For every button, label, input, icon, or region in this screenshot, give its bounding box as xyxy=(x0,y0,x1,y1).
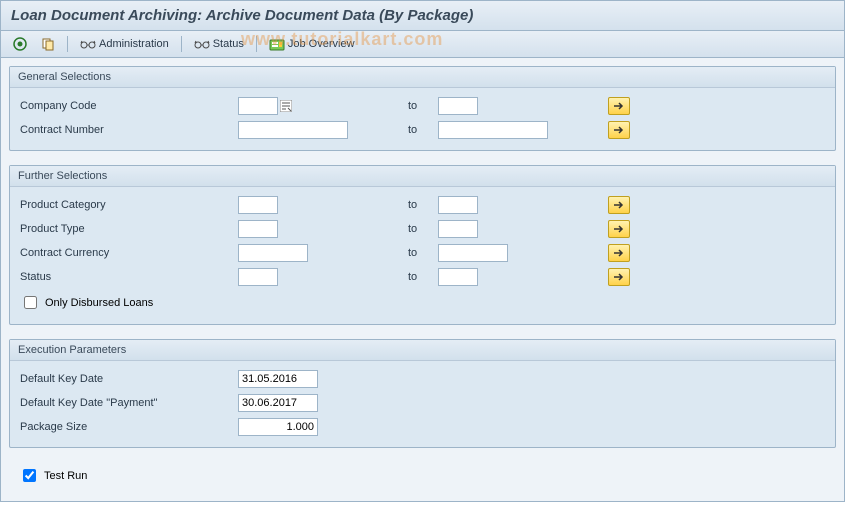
further-selections-title: Further Selections xyxy=(10,166,835,187)
toolbar-separator xyxy=(181,36,182,52)
package-size-row: Package Size xyxy=(18,415,827,439)
product-type-from-input[interactable] xyxy=(238,220,278,238)
toolbar-separator xyxy=(67,36,68,52)
status-label: Status xyxy=(18,271,238,283)
execution-parameters-title: Execution Parameters xyxy=(10,340,835,361)
test-run-row: Test Run xyxy=(9,462,836,493)
administration-label: Administration xyxy=(99,38,169,50)
arrow-right-icon xyxy=(613,272,625,282)
company-code-multi-button[interactable] xyxy=(608,97,630,115)
default-key-date-input[interactable] xyxy=(238,370,318,388)
to-label: to xyxy=(378,223,438,235)
test-run-label: Test Run xyxy=(44,470,87,482)
to-label: to xyxy=(378,124,438,136)
status-row: Status to xyxy=(18,265,827,289)
contract-number-to-input[interactable] xyxy=(438,121,548,139)
default-key-date-payment-row: Default Key Date "Payment" xyxy=(18,391,827,415)
body-area: General Selections Company Code to xyxy=(1,58,844,501)
title-bar: Loan Document Archiving: Archive Documen… xyxy=(1,1,844,31)
product-type-to-input[interactable] xyxy=(438,220,478,238)
arrow-right-icon xyxy=(613,125,625,135)
product-category-label: Product Category xyxy=(18,199,238,211)
contract-currency-to-input[interactable] xyxy=(438,244,508,262)
status-from-input[interactable] xyxy=(238,268,278,286)
company-code-label: Company Code xyxy=(18,100,238,112)
contract-number-from-input[interactable] xyxy=(238,121,348,139)
arrow-right-icon xyxy=(613,224,625,234)
f4-help-icon[interactable] xyxy=(280,100,292,112)
product-category-row: Product Category to xyxy=(18,193,827,217)
status-button[interactable]: Status xyxy=(190,36,248,52)
to-label: to xyxy=(378,271,438,283)
contract-currency-from-input[interactable] xyxy=(238,244,308,262)
default-key-date-payment-input[interactable] xyxy=(238,394,318,412)
contract-currency-multi-button[interactable] xyxy=(608,244,630,262)
to-label: to xyxy=(378,100,438,112)
app-window: Loan Document Archiving: Archive Documen… xyxy=(0,0,845,502)
product-category-multi-button[interactable] xyxy=(608,196,630,214)
job-overview-label: Job Overview xyxy=(288,38,355,50)
status-multi-button[interactable] xyxy=(608,268,630,286)
job-overview-button[interactable]: Job Overview xyxy=(265,35,359,53)
execution-parameters-group: Execution Parameters Default Key Date De… xyxy=(9,339,836,448)
package-size-input[interactable] xyxy=(238,418,318,436)
company-code-to-input[interactable] xyxy=(438,97,478,115)
contract-number-row: Contract Number to xyxy=(18,118,827,142)
exec-icon xyxy=(13,37,27,51)
contract-number-label: Contract Number xyxy=(18,124,238,136)
product-category-from-input[interactable] xyxy=(238,196,278,214)
company-code-row: Company Code to xyxy=(18,94,827,118)
package-size-label: Package Size xyxy=(18,421,238,433)
status-label: Status xyxy=(213,38,244,50)
glasses-icon xyxy=(194,38,210,50)
only-disbursed-checkbox[interactable] xyxy=(24,296,37,309)
product-category-to-input[interactable] xyxy=(438,196,478,214)
glasses-icon xyxy=(80,38,96,50)
default-key-date-row: Default Key Date xyxy=(18,367,827,391)
company-code-from-input[interactable] xyxy=(238,97,278,115)
to-label: to xyxy=(378,199,438,211)
contract-currency-label: Contract Currency xyxy=(18,247,238,259)
status-to-input[interactable] xyxy=(438,268,478,286)
to-label: to xyxy=(378,247,438,259)
toolbar: Administration Status Job Overview www.t… xyxy=(1,31,844,58)
general-selections-title: General Selections xyxy=(10,67,835,88)
toolbar-separator xyxy=(256,36,257,52)
variant-icon xyxy=(41,37,55,51)
product-type-row: Product Type to xyxy=(18,217,827,241)
product-type-multi-button[interactable] xyxy=(608,220,630,238)
arrow-right-icon xyxy=(613,248,625,258)
product-type-label: Product Type xyxy=(18,223,238,235)
page-title: Loan Document Archiving: Archive Documen… xyxy=(11,7,473,24)
variant-button[interactable] xyxy=(37,35,59,53)
only-disbursed-row: Only Disbursed Loans xyxy=(18,289,827,316)
default-key-date-label: Default Key Date xyxy=(18,373,238,385)
further-selections-group: Further Selections Product Category to P… xyxy=(9,165,836,325)
contract-currency-row: Contract Currency to xyxy=(18,241,827,265)
arrow-right-icon xyxy=(613,101,625,111)
only-disbursed-label: Only Disbursed Loans xyxy=(45,297,153,309)
administration-button[interactable]: Administration xyxy=(76,36,173,52)
test-run-checkbox[interactable] xyxy=(23,469,36,482)
job-icon xyxy=(269,37,285,51)
execute-button[interactable] xyxy=(9,35,31,53)
general-selections-group: General Selections Company Code to xyxy=(9,66,836,151)
default-key-date-payment-label: Default Key Date "Payment" xyxy=(18,397,238,409)
arrow-right-icon xyxy=(613,200,625,210)
contract-number-multi-button[interactable] xyxy=(608,121,630,139)
